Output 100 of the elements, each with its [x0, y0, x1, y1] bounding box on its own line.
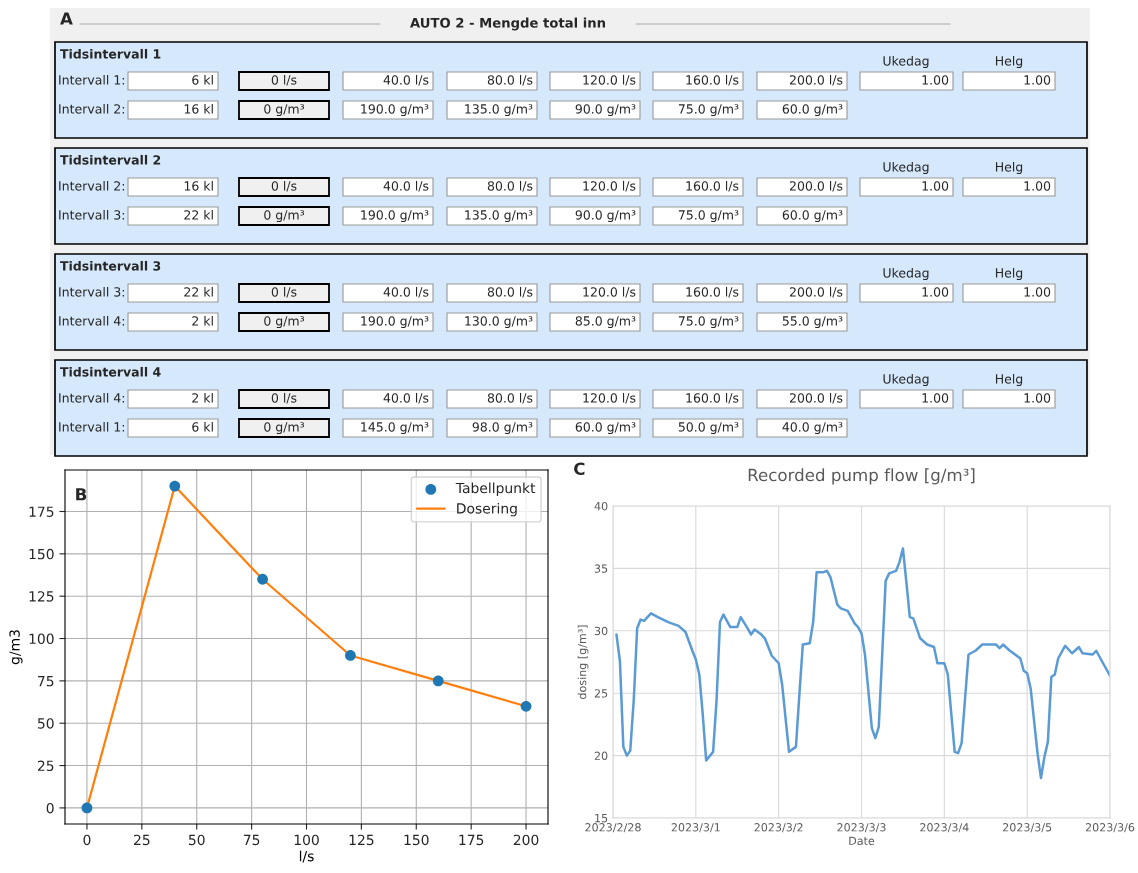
text: 90.0 g/m³	[575, 104, 636, 117]
text: 200.0 l/s	[789, 392, 843, 404]
x-tick-label: 200	[513, 834, 539, 846]
text: 120.0 l/s	[583, 392, 636, 404]
text: 75.0 g/m³	[678, 104, 739, 117]
text: 1.00	[1024, 287, 1051, 297]
point	[81, 802, 93, 814]
text: Intervall 3:	[59, 209, 125, 220]
text: 90.0 g/m³	[575, 210, 636, 223]
text: Helg	[995, 267, 1023, 281]
text: Intervall 1:	[59, 74, 125, 85]
text: 120.0 l/s	[583, 74, 636, 86]
legend-label: Dosering	[457, 502, 517, 517]
text: Ukedag	[883, 267, 929, 281]
text: 135.0 g/m³	[465, 210, 533, 223]
text: 22 kl	[184, 209, 213, 220]
x-tick-label: 2023/3/2	[754, 823, 803, 833]
text: Intervall 2:	[59, 180, 125, 191]
legend-label: Tabellpunkt	[455, 482, 536, 496]
text: Intervall 3:	[59, 286, 125, 297]
text: Helg	[995, 373, 1023, 387]
text: 6 kl	[192, 421, 213, 432]
x-tick-label: 2023/3/5	[1003, 823, 1052, 833]
text: 160.0 l/s	[686, 286, 739, 298]
text: 1.00	[1024, 75, 1051, 85]
text: 2 kl	[192, 392, 213, 403]
y-tick-label: 20	[594, 751, 608, 760]
y-tick-label: 150	[29, 548, 54, 560]
text: Helg	[995, 161, 1023, 175]
x-tick-label: 75	[243, 834, 260, 846]
x-tick-label: 100	[294, 834, 319, 846]
text: Tidsintervall 4	[60, 366, 161, 377]
y-tick-label: 40	[594, 501, 608, 511]
point	[345, 650, 356, 661]
x-tick-label: 50	[188, 834, 205, 846]
x-tick-label: 2023/2/28	[585, 823, 641, 833]
text: Intervall 2:	[59, 103, 125, 114]
text: 40.0 g/m³	[782, 422, 843, 435]
text: Tidsintervall 3	[60, 260, 161, 271]
point	[432, 675, 444, 687]
text: 80.0 l/s	[487, 180, 533, 192]
x-tick-label: 2023/3/3	[837, 823, 886, 833]
text: 160.0 l/s	[686, 392, 739, 404]
text: A	[60, 12, 73, 25]
y-tick-label: 25	[594, 689, 608, 698]
y-axis-title: dosing [g/m³]	[577, 625, 589, 699]
text: 0 g/m³	[264, 210, 304, 223]
chart-title: Recorded pump flow [g/m³]	[748, 468, 975, 485]
text: 200.0 l/s	[789, 180, 843, 192]
text: AUTO 2 - Mengde total inn	[410, 17, 606, 31]
text: 60.0 g/m³	[782, 104, 843, 117]
text: Ukedag	[883, 373, 929, 387]
text: 2 kl	[192, 315, 213, 326]
text: 120.0 l/s	[583, 180, 636, 192]
annotation: B	[76, 488, 87, 501]
text: Intervall 4:	[59, 315, 125, 326]
text: 135.0 g/m³	[465, 104, 533, 117]
line-series	[615, 547, 1110, 780]
text: 1.00	[922, 393, 949, 403]
y-tick-label: 50	[37, 718, 54, 729]
text: 6 kl	[192, 74, 213, 85]
text: C	[574, 462, 585, 476]
text: Ukedag	[883, 161, 929, 175]
x-tick-label: 2023/3/1	[671, 823, 720, 833]
text: 200.0 l/s	[789, 286, 843, 298]
text: 130.0 g/m³	[465, 316, 533, 329]
text: 1.00	[922, 287, 949, 297]
text: 60.0 g/m³	[782, 210, 843, 223]
text: 40.0 l/s	[383, 392, 429, 404]
text: 160.0 l/s	[686, 74, 739, 86]
text: 0 g/m³	[264, 422, 304, 435]
text: 0 l/s	[271, 74, 297, 86]
text: 0 l/s	[271, 286, 297, 298]
text: 80.0 l/s	[487, 286, 533, 298]
text: 16 kl	[184, 180, 213, 191]
x-tick-label: 150	[404, 834, 429, 846]
y-tick-label: 15	[595, 814, 608, 823]
text: Ukedag	[883, 55, 929, 69]
text: 145.0 g/m³	[361, 422, 429, 435]
text: 0 l/s	[271, 392, 297, 404]
point	[257, 573, 268, 585]
text: 190.0 g/m³	[361, 104, 429, 117]
text: 0 g/m³	[264, 104, 304, 117]
x-tick-label: 2023/3/4	[920, 823, 969, 833]
y-tick-label: 75	[38, 676, 54, 687]
text: 190.0 g/m³	[361, 316, 429, 329]
text: 80.0 l/s	[487, 392, 533, 404]
x-tick-label: 0	[83, 834, 91, 846]
text: 75.0 g/m³	[678, 210, 739, 223]
text: Tidsintervall 1	[60, 48, 161, 59]
text: 1.00	[1024, 181, 1051, 191]
y-tick-label: 35	[594, 564, 608, 573]
text: Intervall 4:	[59, 392, 125, 403]
text: Intervall 1:	[59, 421, 125, 432]
text: 16 kl	[184, 103, 213, 114]
point	[169, 480, 181, 492]
text: 80.0 l/s	[487, 74, 533, 86]
text: 40.0 l/s	[383, 180, 429, 192]
text: 40.0 l/s	[383, 74, 429, 86]
text: 0 g/m³	[264, 316, 304, 329]
